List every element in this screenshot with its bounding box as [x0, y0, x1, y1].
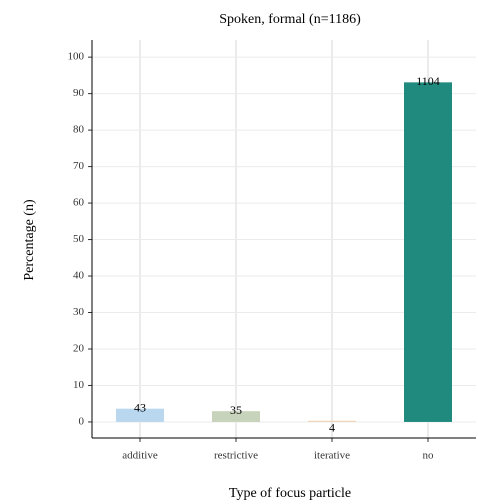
x-tick-label: additive	[122, 450, 158, 462]
chart-title: Spoken, formal (n=1186)	[219, 12, 361, 27]
bar	[116, 408, 164, 422]
y-axis-label: Percentage (n)	[22, 199, 37, 281]
x-tick-label: restrictive	[214, 450, 258, 462]
y-tick-label: 80	[73, 124, 85, 136]
y-tick-label: 0	[79, 415, 85, 427]
y-tick-label: 30	[73, 306, 85, 318]
x-tick-label: iterative	[314, 450, 350, 462]
y-tick-label: 50	[73, 233, 85, 245]
bar-count-label: 35	[230, 403, 242, 417]
y-tick-label: 20	[73, 343, 85, 355]
bar	[404, 82, 452, 422]
bar	[308, 420, 356, 422]
bar-count-label: 43	[134, 400, 146, 414]
y-tick-label: 90	[73, 87, 85, 99]
y-tick-label: 70	[73, 160, 85, 172]
x-tick-label: no	[423, 450, 435, 462]
y-tick-label: 60	[73, 197, 85, 209]
bar-count-label: 4	[329, 420, 335, 434]
y-tick-label: 40	[73, 270, 85, 282]
y-tick-label: 10	[73, 379, 85, 391]
y-tick-label: 100	[68, 51, 85, 63]
x-axis-label: Type of focus particle	[229, 486, 351, 501]
bar	[212, 411, 260, 422]
bar-count-label: 1104	[416, 74, 440, 88]
